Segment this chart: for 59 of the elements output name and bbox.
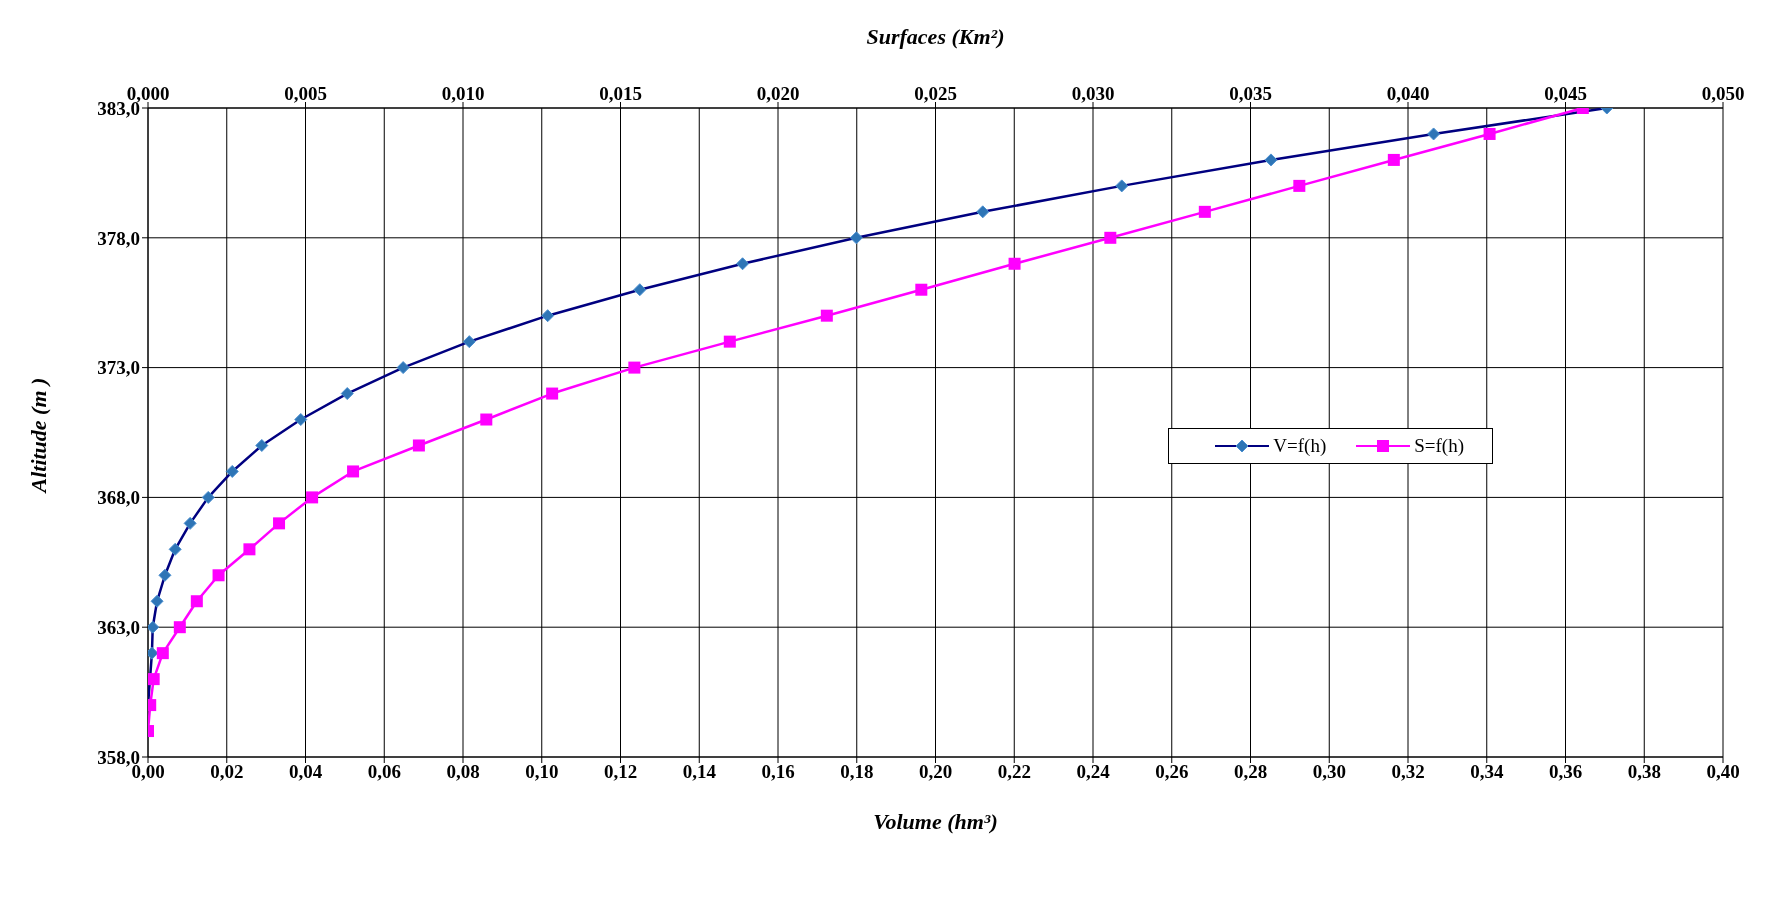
point bbox=[633, 283, 647, 297]
point bbox=[148, 620, 160, 634]
point bbox=[1115, 179, 1129, 193]
x-tick-label: 0,40 bbox=[1706, 761, 1740, 783]
x-tick-label: 0,38 bbox=[1627, 761, 1661, 783]
point bbox=[976, 205, 990, 219]
point bbox=[1427, 127, 1441, 141]
x-axis-title: Volume (hm³) bbox=[873, 809, 998, 834]
x2-tick-label: 0,005 bbox=[284, 83, 327, 104]
point bbox=[294, 413, 308, 427]
x-tick-label: 0,22 bbox=[997, 761, 1031, 783]
x2-tick-label: 0,050 bbox=[1701, 83, 1745, 104]
point bbox=[158, 568, 172, 582]
point bbox=[150, 594, 164, 608]
x-tick-label: 0,06 bbox=[367, 761, 401, 783]
point bbox=[396, 361, 410, 375]
legend-label: S=f(h) bbox=[1414, 435, 1464, 457]
x2-tick-label: 0,035 bbox=[1229, 83, 1272, 104]
x2-axis-title: Surfaces (Km²) bbox=[866, 23, 1005, 49]
x-tick-label: 0,34 bbox=[1470, 761, 1504, 783]
x-tick-label: 0,10 bbox=[525, 761, 559, 783]
point bbox=[168, 542, 182, 556]
x2-tick-label: 0,015 bbox=[599, 83, 642, 104]
point bbox=[541, 309, 555, 323]
point bbox=[255, 438, 269, 452]
x-tick-label: 0,04 bbox=[288, 761, 323, 783]
x-tick-label: 0,02 bbox=[210, 761, 244, 783]
x2-tick-label: 0,040 bbox=[1386, 83, 1430, 104]
y-axis-title: Altitude (m ) bbox=[25, 377, 51, 495]
x2-tick-label: 0,025 bbox=[914, 83, 957, 104]
point bbox=[201, 490, 215, 504]
x-tick-label: 0,12 bbox=[603, 761, 638, 783]
x-tick-label: 0,26 bbox=[1155, 761, 1189, 783]
point bbox=[183, 516, 197, 530]
x2-tick-label: 0,020 bbox=[756, 83, 800, 104]
y-tick-label: 363,0 bbox=[97, 616, 140, 638]
point bbox=[736, 257, 750, 271]
point bbox=[225, 464, 239, 478]
x-tick-label: 0,08 bbox=[446, 761, 480, 783]
x2-tick-label: 0,010 bbox=[441, 83, 485, 104]
point bbox=[1264, 153, 1278, 167]
y-tick-label: 373,0 bbox=[97, 357, 140, 379]
x-tick-label: 0,14 bbox=[682, 761, 717, 783]
x2-tick-label: 0,045 bbox=[1544, 83, 1587, 104]
x-tick-label: 0,32 bbox=[1391, 761, 1425, 783]
x-tick-label: 0,28 bbox=[1233, 761, 1268, 783]
point bbox=[849, 231, 863, 245]
x-tick-label: 0,16 bbox=[761, 761, 795, 783]
x2-tick-label: 0,030 bbox=[1071, 83, 1115, 104]
point bbox=[462, 335, 476, 349]
legend-label: V=f(h) bbox=[1273, 435, 1327, 457]
x-tick-label: 0,24 bbox=[1076, 761, 1111, 783]
point bbox=[340, 387, 354, 401]
y-tick-label: 368,0 bbox=[97, 487, 140, 509]
x-tick-label: 0,30 bbox=[1312, 761, 1346, 783]
x-tick-label: 0,18 bbox=[840, 761, 874, 783]
x-tick-label: 0,36 bbox=[1548, 761, 1583, 783]
y-tick-label: 378,0 bbox=[97, 227, 140, 249]
x-tick-label: 0,20 bbox=[918, 761, 953, 783]
